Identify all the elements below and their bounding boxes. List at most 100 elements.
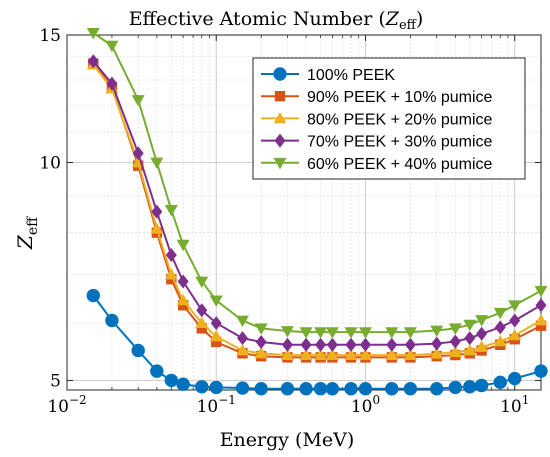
data-point bbox=[464, 331, 476, 346]
data-point bbox=[385, 327, 399, 339]
data-point bbox=[430, 325, 444, 338]
x-tick-label-base: 10 bbox=[500, 397, 522, 417]
x-tick-label-base: 10 bbox=[197, 397, 219, 417]
data-point bbox=[164, 268, 178, 280]
y-axis-label: Zeff bbox=[13, 216, 41, 250]
data-point bbox=[131, 343, 145, 358]
data-point bbox=[474, 378, 489, 393]
data-point bbox=[403, 382, 418, 396]
y-axis-label-var: Z bbox=[13, 234, 37, 250]
legend-marker bbox=[274, 91, 286, 102]
data-point bbox=[132, 146, 144, 161]
data-point bbox=[151, 204, 163, 219]
data-point bbox=[165, 248, 177, 263]
data-point bbox=[475, 340, 489, 352]
data-point bbox=[177, 300, 189, 311]
legend-marker bbox=[273, 111, 287, 124]
data-point bbox=[403, 327, 417, 339]
data-point bbox=[196, 303, 208, 318]
data-point bbox=[195, 380, 209, 394]
data-point bbox=[164, 205, 178, 217]
x-tick-label-exp: −1 bbox=[218, 393, 236, 407]
data-point bbox=[326, 337, 338, 352]
data-point bbox=[463, 319, 477, 332]
data-point bbox=[237, 331, 249, 346]
data-point bbox=[280, 382, 295, 396]
y-tick-label: 15 bbox=[39, 26, 61, 46]
data-point bbox=[106, 76, 118, 91]
data-point bbox=[508, 328, 522, 341]
data-point bbox=[475, 315, 489, 327]
data-point bbox=[463, 343, 477, 356]
data-point bbox=[280, 326, 294, 338]
data-point bbox=[429, 382, 444, 396]
data-point bbox=[403, 348, 417, 360]
data-point bbox=[150, 157, 164, 169]
x-tick-label: 10−1 bbox=[197, 393, 236, 417]
data-point bbox=[314, 348, 328, 360]
data-point bbox=[164, 373, 179, 388]
data-point bbox=[236, 343, 250, 356]
data-point bbox=[535, 320, 547, 331]
data-point bbox=[449, 334, 461, 349]
data-point bbox=[299, 382, 313, 396]
data-point bbox=[299, 327, 313, 339]
chart-title: Effective Atomic Number (Zeff) bbox=[129, 8, 424, 33]
data-point bbox=[385, 348, 399, 360]
data-point bbox=[105, 313, 119, 328]
data-point bbox=[386, 337, 398, 352]
data-point bbox=[176, 293, 190, 306]
data-point bbox=[534, 313, 548, 326]
data-point bbox=[211, 336, 222, 348]
data-point bbox=[344, 348, 358, 360]
data-point bbox=[344, 327, 358, 339]
data-point bbox=[87, 54, 99, 69]
data-point bbox=[196, 323, 207, 334]
data-point bbox=[150, 364, 164, 378]
data-point bbox=[300, 337, 312, 352]
x-tick-label-exp: 0 bbox=[372, 393, 380, 407]
data-point bbox=[236, 315, 250, 327]
data-point bbox=[494, 320, 506, 335]
data-point bbox=[344, 382, 358, 396]
data-point bbox=[493, 307, 507, 320]
x-tick-label-exp: −2 bbox=[69, 393, 87, 407]
data-point bbox=[254, 382, 268, 396]
legend-label: 100% PEEK bbox=[307, 67, 395, 84]
data-point bbox=[195, 276, 209, 288]
data-point bbox=[325, 382, 340, 396]
data-point bbox=[209, 380, 223, 395]
data-point bbox=[209, 295, 223, 307]
data-point bbox=[105, 40, 119, 53]
series-5 bbox=[86, 28, 548, 339]
data-point bbox=[150, 222, 164, 234]
legend-marker bbox=[273, 157, 287, 170]
data-point bbox=[476, 326, 488, 341]
data-point bbox=[299, 348, 313, 360]
y-axis-label-sub: eff bbox=[25, 216, 41, 235]
data-point bbox=[254, 323, 268, 335]
data-point bbox=[325, 327, 339, 339]
data-point bbox=[86, 288, 100, 303]
data-point bbox=[508, 300, 522, 312]
data-point bbox=[431, 336, 443, 351]
legend-item: 90% PEEK + 10% pumice bbox=[261, 89, 493, 106]
data-point bbox=[448, 380, 463, 395]
legend-label: 80% PEEK + 20% pumice bbox=[307, 111, 493, 128]
y-tick-label: 10 bbox=[39, 153, 61, 173]
data-point bbox=[255, 334, 267, 349]
data-point bbox=[358, 327, 372, 339]
data-point bbox=[534, 364, 548, 378]
data-point bbox=[176, 239, 190, 252]
x-tick-label-base: 10 bbox=[351, 397, 373, 417]
legend-label: 90% PEEK + 10% pumice bbox=[307, 89, 493, 106]
legend-label: 60% PEEK + 40% pumice bbox=[307, 156, 493, 173]
data-point bbox=[463, 380, 477, 394]
x-axis-label: Energy (MeV) bbox=[220, 429, 355, 451]
legend-item: 100% PEEK bbox=[261, 67, 395, 84]
data-point bbox=[209, 329, 223, 342]
legend-item: 60% PEEK + 40% pumice bbox=[261, 156, 493, 173]
data-point bbox=[235, 381, 250, 395]
data-point bbox=[210, 316, 222, 331]
